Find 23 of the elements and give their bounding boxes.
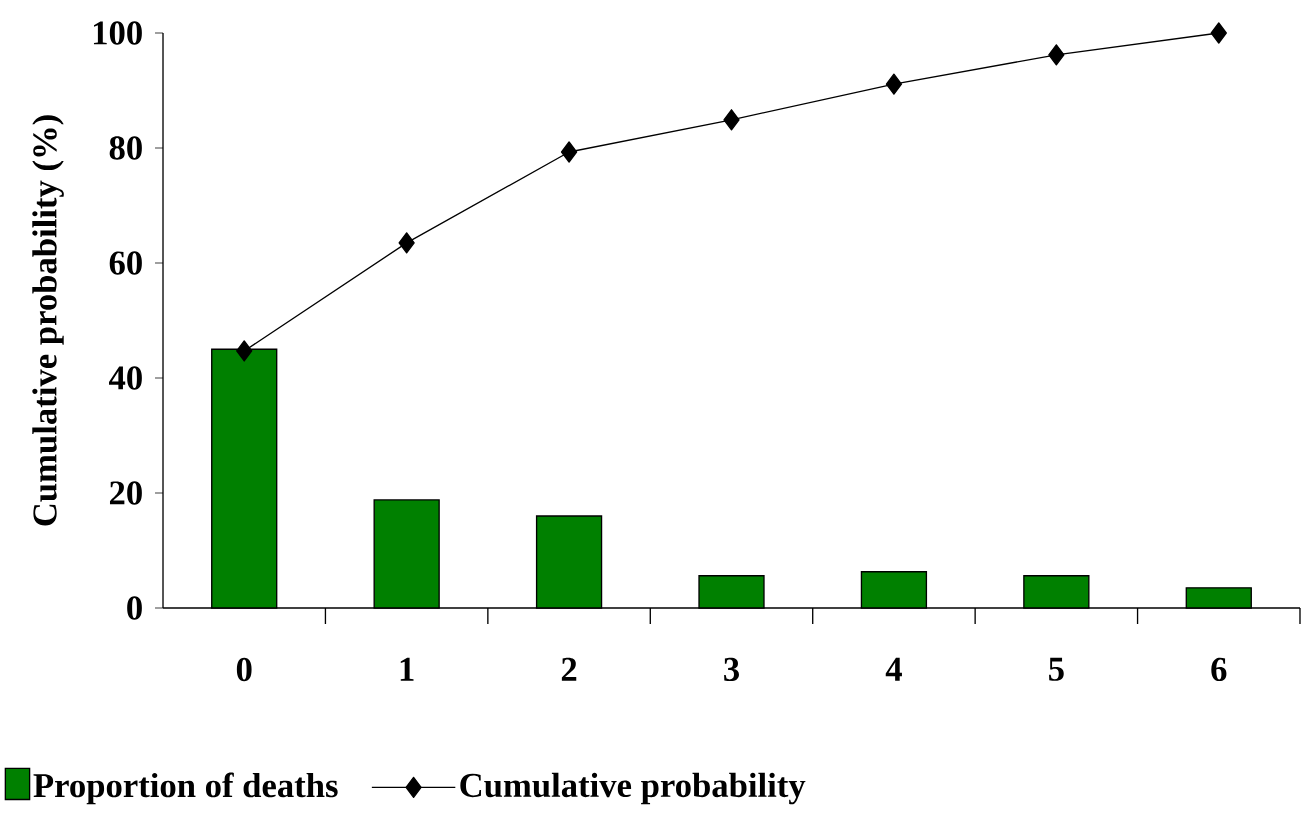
legend-label: Proportion of deaths bbox=[33, 772, 338, 805]
x-tick-label: 6 bbox=[1211, 657, 1227, 682]
x-tick-label: 4 bbox=[885, 657, 902, 681]
y-tick-label: 40 bbox=[109, 366, 142, 390]
legend-label: Cumulative probability bbox=[460, 772, 806, 805]
y-tick-label: 0 bbox=[127, 596, 142, 620]
x-tick-label: 1 bbox=[400, 657, 414, 681]
x-tick-label: 5 bbox=[1049, 657, 1064, 681]
point bbox=[1210, 22, 1227, 44]
point bbox=[1048, 44, 1065, 66]
point bbox=[560, 141, 578, 163]
y-tick-label: 60 bbox=[109, 251, 142, 275]
point bbox=[723, 109, 740, 131]
point bbox=[398, 232, 415, 254]
y-tick-label: 100 bbox=[93, 21, 142, 45]
y-tick-label: 20 bbox=[109, 481, 142, 505]
x-tick-label: 2 bbox=[561, 657, 577, 681]
y-tick-label: 80 bbox=[109, 136, 142, 160]
x-tick-label: 0 bbox=[236, 657, 252, 682]
point bbox=[885, 73, 903, 95]
y-axis-title: Cumulative probability (%) bbox=[32, 115, 64, 526]
point bbox=[236, 340, 253, 362]
x-tick-label: 3 bbox=[724, 657, 739, 682]
